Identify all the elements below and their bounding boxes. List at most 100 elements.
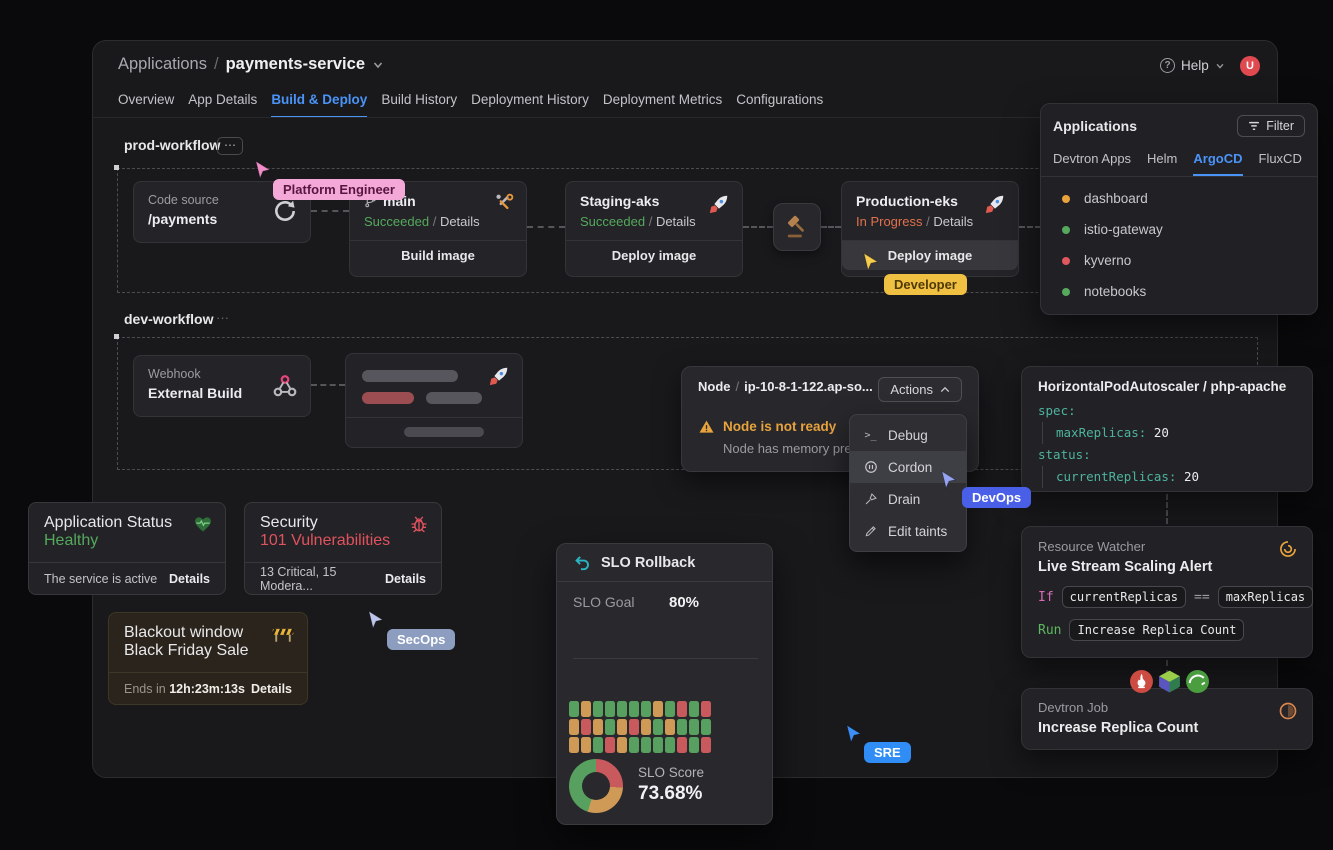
avatar[interactable]: U <box>1240 56 1260 76</box>
skeleton-bar-red <box>362 392 414 404</box>
yaml-value: 20 <box>1153 425 1169 440</box>
node-name: ip-10-8-1-122.ap-so... <box>744 379 873 394</box>
rocket-icon <box>709 195 728 214</box>
slo-grid-cell <box>689 737 699 753</box>
production-details-link[interactable]: Details <box>933 214 974 229</box>
slo-grid-cell <box>569 701 579 717</box>
security-card-label: Security <box>260 514 318 531</box>
run-target-chip: Increase Replica Count <box>1069 619 1245 641</box>
yaml-key: maxReplicas: <box>1056 425 1147 440</box>
blackout-countdown: 12h:23m:13s <box>169 681 245 696</box>
pencil-icon <box>863 524 878 538</box>
workflow-handle[interactable] <box>114 334 119 339</box>
slo-grid-cell <box>665 719 675 735</box>
tab-build-deploy[interactable]: Build & Deploy <box>271 92 368 118</box>
actions-button[interactable]: Actions <box>878 377 962 402</box>
node-actions-menu: >_ Debug Cordon Drain Edit taints <box>849 414 967 552</box>
tab-configurations[interactable]: Configurations <box>736 92 824 107</box>
slo-grid-cell <box>605 737 615 753</box>
menu-label: Cordon <box>888 459 933 475</box>
staging-pipeline-card[interactable]: Staging-aks Succeeded / Details Deploy i… <box>565 181 743 277</box>
workflow-handle[interactable] <box>114 165 119 170</box>
prod-workflow-more-button[interactable]: ⋯ <box>217 137 243 155</box>
slo-donut <box>569 759 623 813</box>
slo-score-value: 73.68% <box>638 783 703 804</box>
condition-right-chip: maxReplicas <box>1217 586 1314 608</box>
status-card-label: Application Status <box>44 514 173 531</box>
code-source-card[interactable]: Code source /payments <box>133 181 311 243</box>
app-list-item[interactable]: dashboard <box>1041 183 1317 214</box>
slo-grid-cell <box>689 701 699 717</box>
status-separator: / <box>432 214 437 229</box>
blackout-card-value: Black Friday Sale <box>124 642 249 659</box>
production-pipeline-card[interactable]: Production-eks In Progress / Details Dep… <box>841 181 1019 277</box>
blackout-card-label: Blackout window <box>124 624 244 641</box>
app-name: dashboard <box>1084 191 1148 206</box>
slo-grid-cell <box>701 719 711 735</box>
staging-details-link[interactable]: Details <box>655 214 696 229</box>
chevron-down-icon[interactable] <box>372 59 384 71</box>
green-monitor-icon <box>1186 670 1209 693</box>
node-warning-desc: Node has memory pre... <box>723 441 863 456</box>
app-list-item[interactable]: notebooks <box>1041 276 1317 307</box>
status-dot <box>1062 256 1070 265</box>
slo-grid-cell <box>629 719 639 735</box>
tab-devtron-apps[interactable]: Devtron Apps <box>1053 151 1132 166</box>
tab-helm[interactable]: Helm <box>1147 151 1178 166</box>
help-menu[interactable]: ? Help <box>1160 58 1225 73</box>
slo-grid-cell <box>665 737 675 753</box>
applications-panel-title: Applications <box>1053 118 1138 134</box>
webhook-icon <box>273 375 297 397</box>
status-card-footer: The service is active <box>44 571 158 586</box>
dev-workflow-more-button[interactable]: ··· <box>216 310 229 325</box>
tab-deployment-metrics[interactable]: Deployment Metrics <box>602 92 723 107</box>
approval-gate-node[interactable] <box>773 203 821 251</box>
pipeline-connector <box>527 226 565 228</box>
tab-app-details[interactable]: App Details <box>188 92 258 107</box>
webhook-card[interactable]: Webhook External Build <box>133 355 311 417</box>
bug-icon <box>411 516 427 533</box>
build-details-link[interactable]: Details <box>439 214 480 229</box>
tab-deployment-history[interactable]: Deployment History <box>471 92 589 107</box>
app-list-item[interactable]: kyverno <box>1041 245 1317 276</box>
build-image-action[interactable]: Build image <box>350 240 526 270</box>
panel-connector <box>1166 494 1168 524</box>
menu-item-drain[interactable]: Drain <box>850 483 966 515</box>
menu-item-edit-taints[interactable]: Edit taints <box>850 515 966 547</box>
breadcrumb-root[interactable]: Applications <box>118 55 207 73</box>
app-list-item[interactable]: istio-gateway <box>1041 214 1317 245</box>
devtron-job-card[interactable]: Devtron Job Increase Replica Count <box>1021 688 1313 750</box>
staging-deploy-action[interactable]: Deploy image <box>566 240 742 270</box>
security-details-link[interactable]: Details <box>385 571 426 586</box>
warning-icon <box>699 420 714 433</box>
hpa-title: HorizontalPodAutoscaler / php-apache <box>1038 379 1287 394</box>
build-status: Succeeded <box>364 214 430 229</box>
yaml-value: 20 <box>1183 469 1200 484</box>
slo-grid-cell <box>593 719 603 735</box>
tab-fluxcd[interactable]: FluxCD <box>1258 151 1302 166</box>
node-kind: Node <box>698 379 731 394</box>
resource-watcher-panel: Resource Watcher Live Stream Scaling Ale… <box>1021 526 1314 658</box>
slo-grid-cell <box>581 701 591 717</box>
filter-button[interactable]: Filter <box>1237 115 1305 137</box>
slo-grid-cell <box>593 737 603 753</box>
chevron-down-icon <box>1216 63 1224 69</box>
condition-left-chip: currentReplicas <box>1061 586 1187 608</box>
slo-goal-label: SLO Goal <box>573 594 635 610</box>
blackout-details-link[interactable]: Details <box>251 681 292 696</box>
tab-argocd[interactable]: ArgoCD <box>1193 151 1243 176</box>
breadcrumb: Applications / payments-service <box>118 55 384 74</box>
status-details-link[interactable]: Details <box>169 571 210 586</box>
application-status-card: Application Status Healthy The service i… <box>28 502 226 595</box>
pending-pipeline-card[interactable] <box>345 353 523 448</box>
slo-grid-cell <box>581 719 591 735</box>
slo-grid-cell <box>605 701 615 717</box>
menu-item-debug[interactable]: >_ Debug <box>850 419 966 451</box>
yaml-line: maxReplicas: 20 <box>1042 422 1296 444</box>
breadcrumb-separator: / <box>213 55 219 73</box>
tab-overview[interactable]: Overview <box>118 92 175 107</box>
spiral-icon <box>1280 541 1296 557</box>
production-deploy-action[interactable]: Deploy image <box>842 240 1018 270</box>
tab-build-history[interactable]: Build History <box>381 92 458 107</box>
